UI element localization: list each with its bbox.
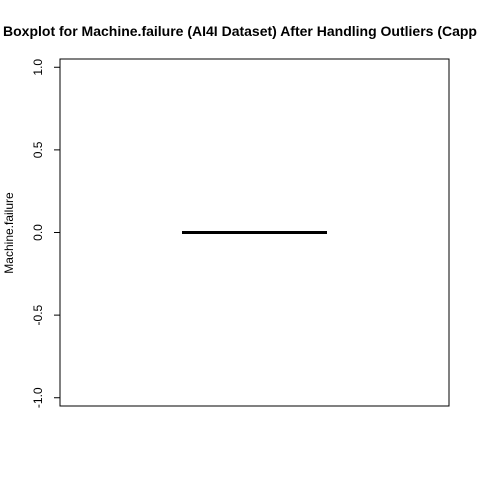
y-tick-label: 0.0 [31, 224, 45, 241]
chart-title: Boxplot for Machine.failure (AI4I Datase… [3, 23, 477, 39]
y-tick-label: -0.5 [31, 304, 45, 325]
y-tick-label: 1.0 [31, 59, 45, 76]
y-axis: -1.0 -0.5 0.0 0.5 1.0 [31, 59, 61, 408]
y-tick-label: -1.0 [31, 387, 45, 408]
y-axis-label: Machine.failure [2, 192, 16, 274]
y-tick-label: 0.5 [31, 141, 45, 158]
